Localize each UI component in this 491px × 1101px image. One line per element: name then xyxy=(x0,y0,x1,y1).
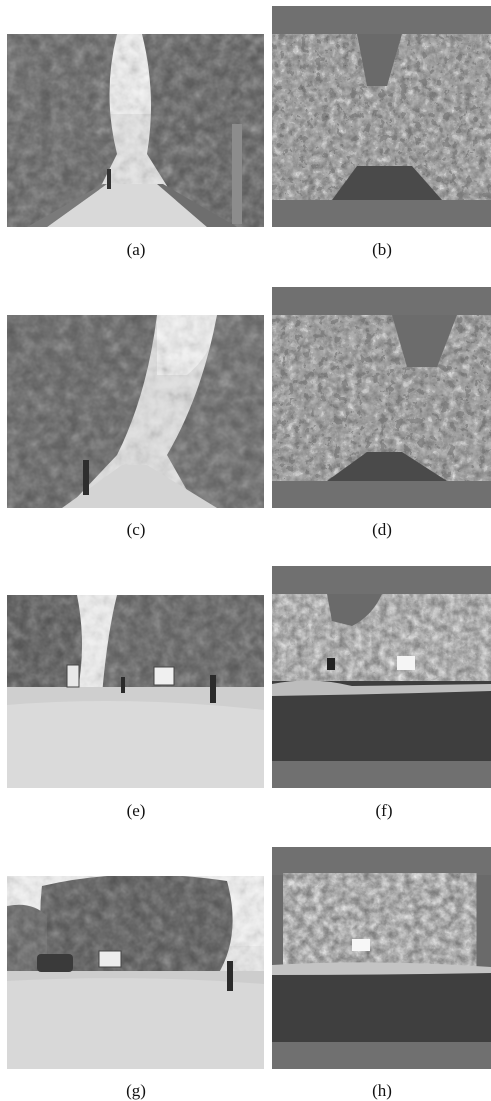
caption-b: (b) xyxy=(372,240,392,259)
caption-f: (f) xyxy=(375,801,393,820)
processed-panel-f xyxy=(272,566,491,788)
processed-tree-lined-path-pedestrian xyxy=(272,287,491,508)
photo-panel-a xyxy=(7,34,264,227)
processed-tree-lined-path xyxy=(272,6,491,227)
processed-panel-h xyxy=(272,847,491,1069)
photo-open-road-with-signboards xyxy=(7,595,264,788)
caption-d: (d) xyxy=(372,520,392,539)
photo-panel-e xyxy=(7,595,264,788)
processed-parking-area-with-car xyxy=(272,847,491,1069)
caption-e: (e) xyxy=(126,801,146,820)
processed-panel-d xyxy=(272,287,491,508)
caption-h: (h) xyxy=(372,1081,392,1100)
photo-panel-c xyxy=(7,315,264,508)
caption-g: (g) xyxy=(126,1081,146,1100)
photo-parking-area-with-car xyxy=(7,876,264,1069)
photo-panel-g xyxy=(7,876,264,1069)
caption-c: (c) xyxy=(126,520,146,539)
processed-panel-b xyxy=(272,6,491,227)
processed-open-road-with-signboards xyxy=(272,566,491,788)
photo-tree-lined-path-pedestrian xyxy=(7,315,264,508)
photo-tree-lined-path xyxy=(7,34,264,227)
caption-a: (a) xyxy=(126,240,146,259)
